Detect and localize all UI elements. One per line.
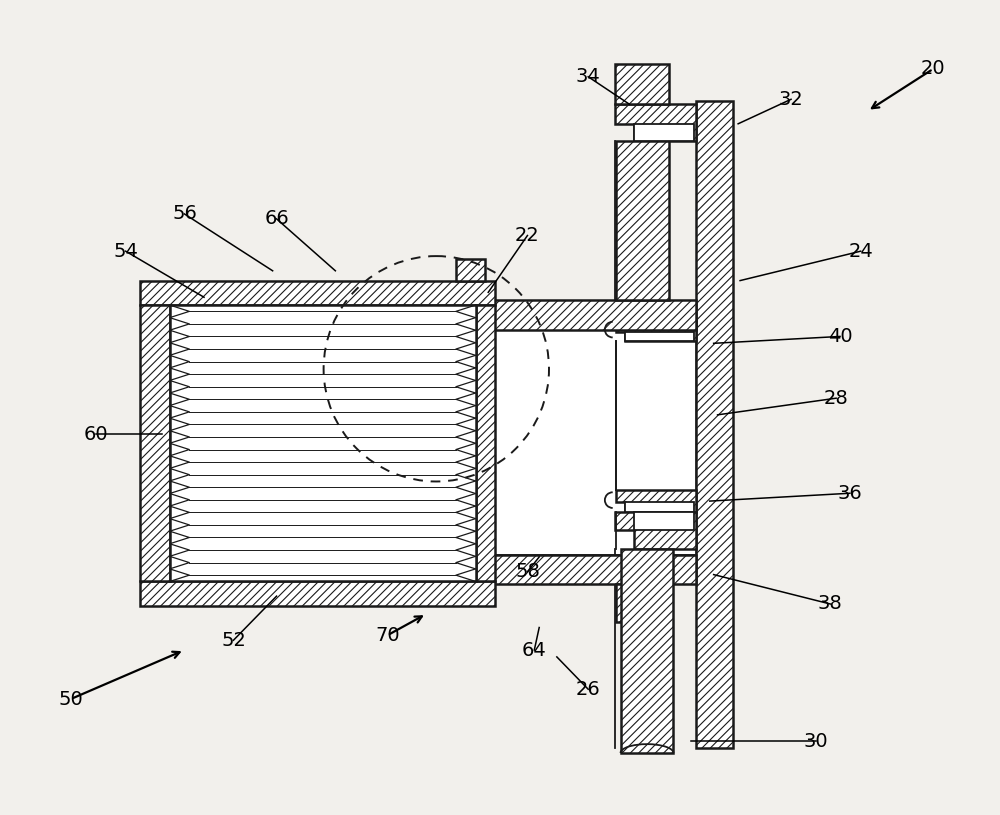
Text: 60: 60: [84, 425, 109, 444]
Text: 28: 28: [824, 389, 849, 408]
Text: 52: 52: [221, 631, 246, 650]
Text: 58: 58: [515, 562, 540, 581]
Polygon shape: [490, 329, 696, 555]
Text: 54: 54: [113, 242, 138, 261]
Polygon shape: [616, 142, 669, 300]
Polygon shape: [616, 584, 669, 622]
Text: 66: 66: [264, 209, 289, 228]
Polygon shape: [170, 305, 476, 581]
Text: 34: 34: [576, 68, 601, 86]
Polygon shape: [615, 64, 669, 104]
Text: 32: 32: [779, 90, 803, 108]
Polygon shape: [140, 305, 170, 581]
Polygon shape: [625, 502, 694, 512]
Polygon shape: [140, 280, 495, 305]
Text: 70: 70: [375, 626, 400, 645]
Polygon shape: [490, 555, 696, 584]
Text: 64: 64: [522, 641, 547, 659]
Polygon shape: [615, 104, 696, 142]
Text: 40: 40: [828, 327, 852, 346]
Polygon shape: [625, 332, 694, 341]
Polygon shape: [615, 512, 696, 549]
Polygon shape: [456, 259, 485, 280]
Text: 30: 30: [803, 732, 828, 751]
Polygon shape: [490, 300, 696, 329]
Text: 22: 22: [515, 226, 540, 245]
Text: 38: 38: [818, 594, 843, 614]
Polygon shape: [634, 512, 694, 530]
Text: 56: 56: [172, 205, 197, 223]
Text: 50: 50: [58, 689, 83, 708]
Polygon shape: [696, 101, 733, 748]
Polygon shape: [621, 549, 673, 753]
Text: 26: 26: [576, 680, 601, 698]
Polygon shape: [616, 491, 696, 512]
Polygon shape: [616, 319, 696, 341]
Polygon shape: [634, 124, 694, 142]
Text: 20: 20: [921, 59, 945, 78]
Text: 24: 24: [848, 242, 873, 261]
Polygon shape: [140, 581, 495, 606]
Text: 36: 36: [837, 484, 862, 503]
Polygon shape: [476, 305, 495, 581]
